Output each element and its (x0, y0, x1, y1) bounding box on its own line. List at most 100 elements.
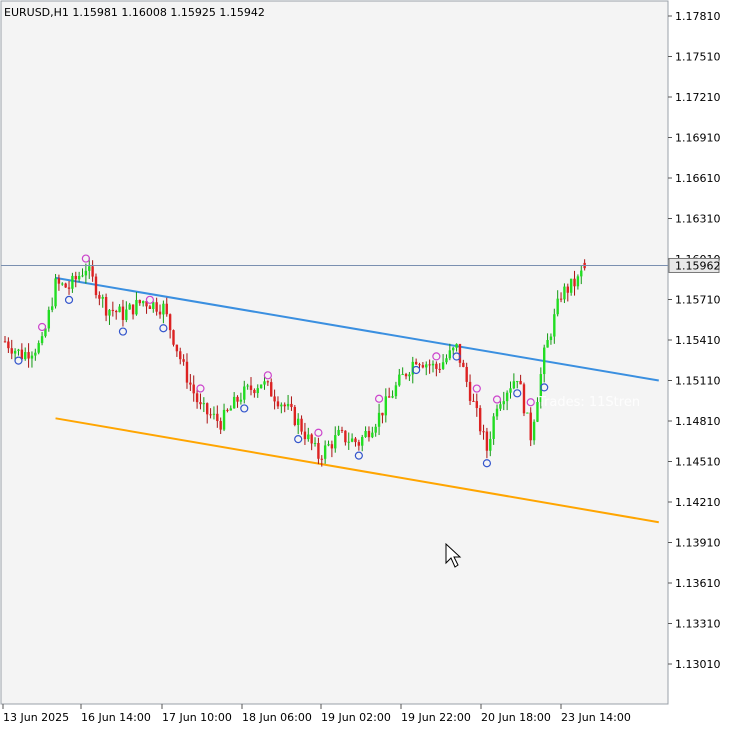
candle-body (347, 441, 350, 443)
candle-body (576, 276, 580, 287)
candle-body (391, 396, 394, 398)
trade-marker (37, 322, 47, 332)
candle-body (327, 444, 330, 446)
candle-body (118, 306, 121, 313)
candle-body (7, 341, 10, 349)
candle-body (438, 368, 441, 370)
candle-body (367, 430, 371, 438)
candle-body (94, 276, 98, 296)
candle-body (408, 374, 411, 377)
candle-body (54, 278, 57, 307)
candle-body (465, 366, 468, 382)
lower-channel-line (55, 417, 659, 524)
candle-body (108, 309, 111, 316)
current-price-label: 1.15962 (675, 259, 721, 272)
y-tick-label: 1.13310 (675, 618, 721, 631)
x-axis: 13 Jun 2025 16 Jun 14:00 17 Jun 10:00 18 Ju… (2, 704, 631, 724)
candle-body (499, 404, 502, 409)
trade-marker (452, 352, 461, 361)
candle-body (569, 278, 573, 293)
candle-body (472, 400, 475, 402)
candle-body (458, 343, 462, 363)
candle-body (13, 350, 17, 354)
candle-body (259, 384, 263, 389)
x-tick-label: 23 Jun 14:00 (561, 711, 631, 724)
candle-body (236, 396, 239, 402)
candle-body (131, 304, 135, 315)
candle-body (232, 396, 236, 409)
candle-body (573, 278, 576, 287)
trade-marker (14, 356, 23, 365)
candle-body (384, 396, 388, 416)
plot-area[interactable] (0, 0, 669, 705)
candle-body (441, 362, 445, 369)
candle-body (435, 363, 438, 369)
candle-body (195, 393, 199, 403)
candle-body (91, 266, 94, 277)
candle-body (387, 396, 391, 398)
candle-body (155, 302, 158, 312)
candle-body (344, 430, 347, 443)
y-axis: 1.17810 1.17510 1.17210 1.16910 1.16610 1.163… (668, 10, 721, 671)
candle-body (61, 283, 64, 285)
y-tick-label: 1.16910 (675, 132, 721, 145)
candle-body (3, 341, 7, 343)
candle-body (57, 278, 61, 284)
y-tick-label: 1.16610 (675, 172, 721, 185)
trade-marker (118, 327, 128, 336)
candle-body (337, 429, 340, 436)
candle-body (175, 344, 179, 352)
candle-body (158, 311, 162, 315)
candle-body (152, 302, 155, 309)
candle-body (317, 442, 320, 459)
candle-body (307, 434, 310, 440)
candle-body (145, 301, 148, 307)
trade-marker (472, 384, 481, 393)
candle-body (522, 384, 526, 414)
candle-body (40, 336, 44, 344)
candle-body (512, 381, 516, 389)
y-tick-label: 1.15710 (675, 294, 721, 307)
candle-body (125, 309, 128, 320)
candle-body (482, 431, 485, 433)
candle-body (559, 298, 563, 300)
candle-body (280, 404, 283, 407)
candle-body (276, 401, 280, 407)
candle-body (286, 403, 290, 407)
trade-marker (81, 254, 90, 263)
current-price-tag (668, 257, 720, 273)
candle-body (580, 270, 583, 277)
x-tick-label: 19 Jun 22:00 (401, 711, 471, 724)
candle-body (543, 347, 546, 375)
candle-body (448, 350, 452, 359)
candle-body (563, 286, 566, 300)
candle-body (202, 403, 206, 405)
candle-body (84, 270, 88, 276)
candle-body (17, 349, 20, 351)
candle-body (371, 432, 374, 438)
candle-body (401, 374, 404, 376)
trade-marker (263, 371, 272, 380)
candle-body (111, 309, 115, 312)
candle-body (509, 388, 512, 393)
candle-body (296, 418, 300, 426)
mouse-cursor-icon (445, 542, 462, 568)
candle-body (357, 442, 361, 446)
candle-body (502, 401, 505, 405)
candle-body (179, 351, 182, 360)
candle-body (24, 352, 27, 360)
candle-body (303, 431, 307, 440)
candle-body (253, 389, 256, 394)
candle-body (425, 364, 428, 368)
candle-body (475, 401, 478, 409)
candle-body (361, 436, 364, 446)
candle-body (135, 299, 138, 315)
candle-body (216, 413, 219, 422)
candle-body (536, 401, 539, 422)
candle-body (293, 407, 297, 426)
candle-body (243, 386, 246, 400)
candle-body (67, 287, 71, 289)
y-tick-label: 1.13610 (675, 577, 721, 590)
